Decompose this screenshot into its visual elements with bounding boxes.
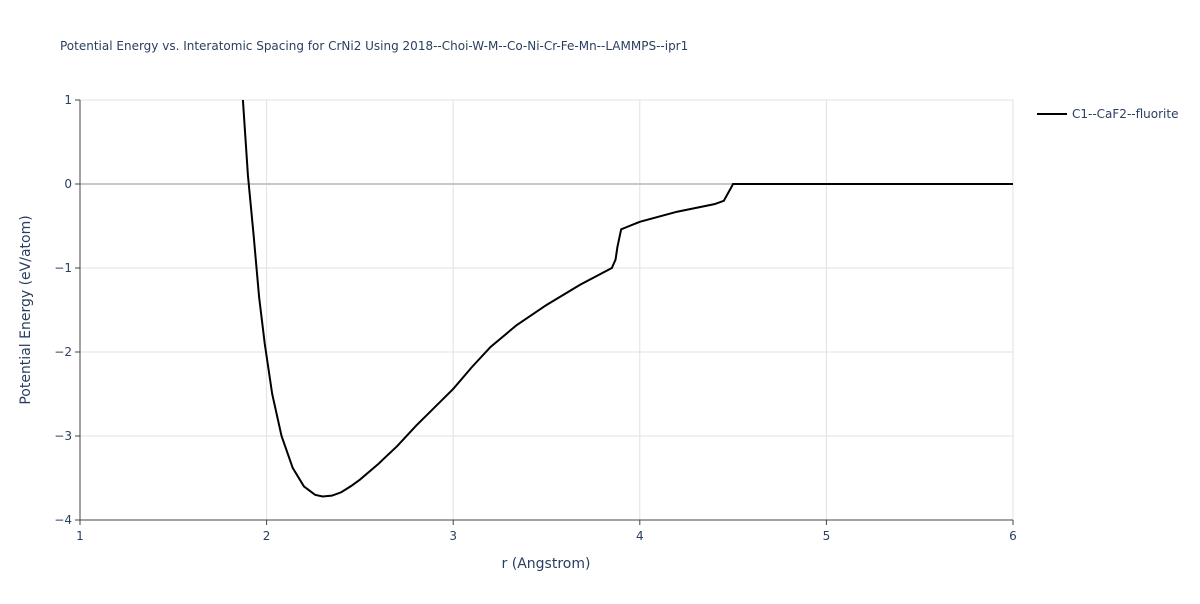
x-axis-title: r (Angstrom) [502, 556, 591, 572]
y-tick-label: −2 [54, 345, 72, 359]
x-tick-label: 1 [76, 529, 84, 543]
line [241, 99, 1013, 498]
y-axis-title: Potential Energy (eV/atom) [18, 215, 34, 404]
x-tick-label: 6 [1009, 529, 1017, 543]
legend-label: C1--CaF2--fluorite [1072, 107, 1178, 121]
x-tick-label: 5 [823, 529, 831, 543]
chart-title: Potential Energy vs. Interatomic Spacing… [60, 39, 688, 53]
x-tick-label: 4 [636, 529, 644, 543]
y-tick-label: −4 [54, 513, 72, 527]
y-tick-label: −3 [54, 429, 72, 443]
x-tick-label: 2 [263, 529, 271, 543]
y-tick-label: 0 [64, 177, 72, 191]
y-tick-label: 1 [64, 93, 72, 107]
x-tick-label: 3 [449, 529, 457, 543]
y-tick-label: −1 [54, 261, 72, 275]
